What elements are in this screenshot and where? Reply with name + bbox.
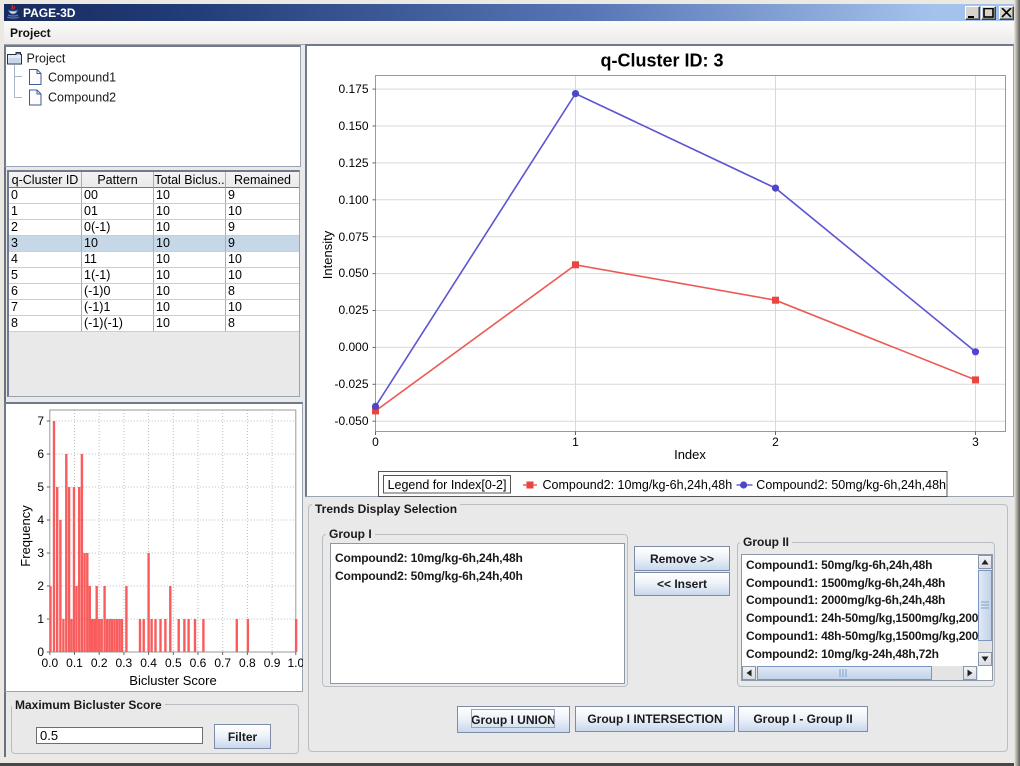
svg-text:0.2: 0.2 xyxy=(90,656,107,670)
svg-text:3: 3 xyxy=(37,546,44,560)
svg-text:1: 1 xyxy=(572,435,579,449)
svg-text:-0.050: -0.050 xyxy=(334,414,368,428)
svg-text:2: 2 xyxy=(772,435,779,449)
svg-text:0.1: 0.1 xyxy=(66,656,83,670)
svg-text:0.150: 0.150 xyxy=(338,119,368,133)
svg-text:0.3: 0.3 xyxy=(115,656,132,670)
svg-text:0: 0 xyxy=(37,645,44,659)
svg-text:q-Cluster ID: 3: q-Cluster ID: 3 xyxy=(600,51,723,71)
svg-text:Compound2: 50mg/kg-6h,24h,48h: Compound2: 50mg/kg-6h,24h,48h xyxy=(756,478,946,492)
svg-text:Frequency: Frequency xyxy=(18,505,33,567)
svg-text:0.075: 0.075 xyxy=(338,230,368,244)
svg-text:2: 2 xyxy=(37,579,44,593)
svg-text:0.050: 0.050 xyxy=(338,266,368,280)
svg-text:0.025: 0.025 xyxy=(338,303,368,317)
svg-text:7: 7 xyxy=(37,414,44,428)
svg-text:3: 3 xyxy=(972,435,979,449)
svg-text:0.6: 0.6 xyxy=(189,656,206,670)
svg-text:0.000: 0.000 xyxy=(338,340,368,354)
svg-text:Legend for Index[0-2]: Legend for Index[0-2] xyxy=(388,478,507,492)
svg-text:Compound1: Compound1 xyxy=(48,70,116,84)
svg-text:0.0: 0.0 xyxy=(41,656,58,670)
svg-text:0.175: 0.175 xyxy=(338,82,368,96)
svg-text:0.7: 0.7 xyxy=(214,656,231,670)
svg-text:6: 6 xyxy=(37,447,44,461)
svg-text:0.5: 0.5 xyxy=(165,656,182,670)
svg-text:0: 0 xyxy=(372,435,379,449)
svg-text:-0.025: -0.025 xyxy=(334,377,368,391)
svg-text:Index: Index xyxy=(674,447,706,462)
svg-text:0.100: 0.100 xyxy=(338,193,368,207)
svg-text:0.4: 0.4 xyxy=(140,656,157,670)
svg-text:4: 4 xyxy=(37,513,44,527)
svg-text:1.0: 1.0 xyxy=(287,656,303,670)
svg-text:0.125: 0.125 xyxy=(338,156,368,170)
svg-text:Compound2: 10mg/kg-6h,24h,48h: Compound2: 10mg/kg-6h,24h,48h xyxy=(543,478,733,492)
svg-text:0.9: 0.9 xyxy=(263,656,280,670)
svg-text:Intensity: Intensity xyxy=(320,230,335,279)
svg-text:Compound2: Compound2 xyxy=(48,91,116,105)
svg-text:1: 1 xyxy=(37,612,44,626)
svg-text:0.8: 0.8 xyxy=(239,656,256,670)
svg-text:5: 5 xyxy=(37,480,44,494)
svg-text:Bicluster Score: Bicluster Score xyxy=(129,673,216,688)
svg-text:Project: Project xyxy=(27,51,66,65)
